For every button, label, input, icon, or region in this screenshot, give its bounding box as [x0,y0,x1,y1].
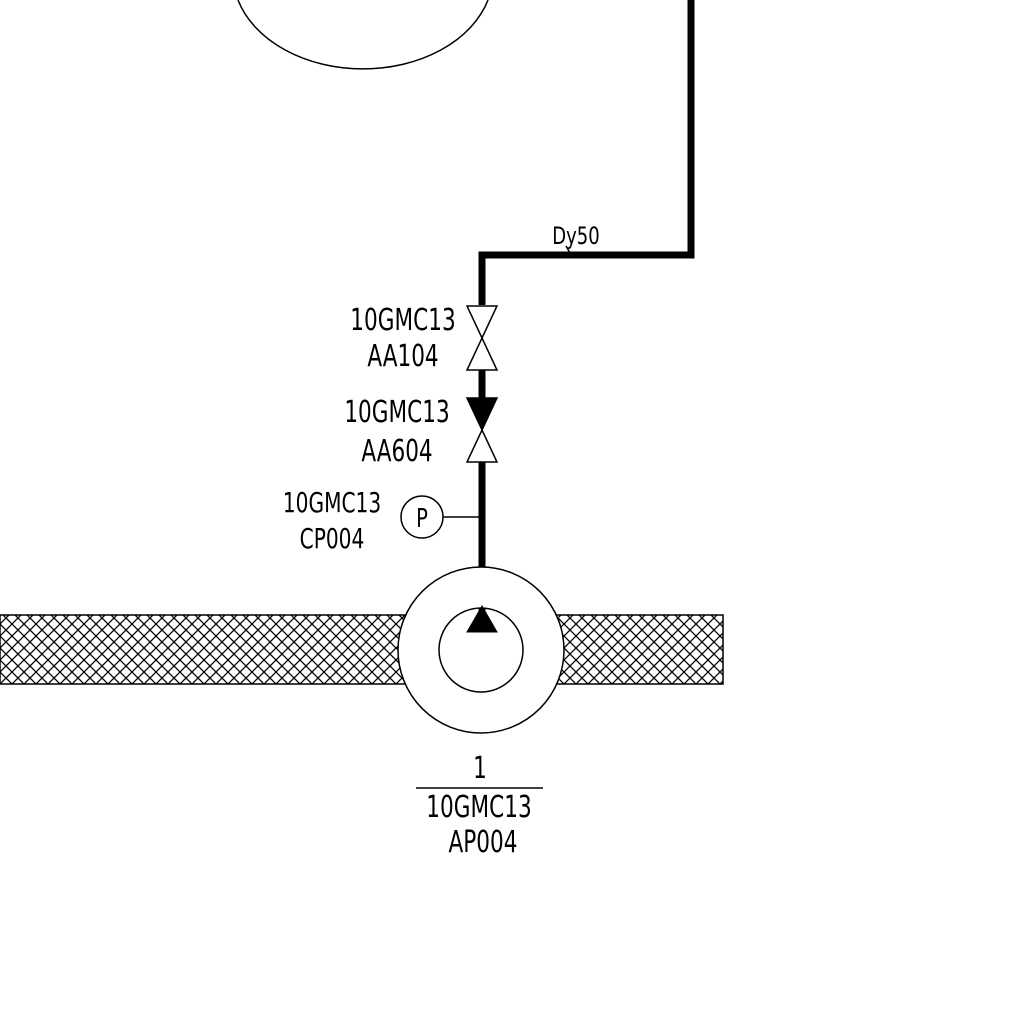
valve-aa104-tag-line2: AA104 [367,340,438,374]
pipe-line[interactable] [478,0,695,305]
instrument-tag-line2: CP004 [300,522,365,555]
pump-tag-line1: 10GMC13 [426,791,531,825]
instrument-tag-line1: 10GMC13 [283,486,381,519]
valve-aa604[interactable] [465,397,499,463]
foundation-hatch [0,614,724,685]
pump-ap004[interactable] [397,566,565,734]
vessel-outline [237,0,489,70]
pump-number: 1 [473,752,487,786]
pressure-instrument[interactable]: P [400,495,482,539]
valve-aa604-tag-line1: 10GMC13 [344,396,449,430]
valve-aa604-tag-line2: AA604 [361,435,432,469]
valve-aa104[interactable] [465,305,499,371]
pump-tag-line2: AP004 [449,826,518,860]
valve-aa104-tag-line1: 10GMC13 [350,304,455,338]
instrument-symbol: P [416,504,428,533]
pipe-size-leader [565,245,571,254]
pipe-size-label: Dy50 [552,223,599,251]
